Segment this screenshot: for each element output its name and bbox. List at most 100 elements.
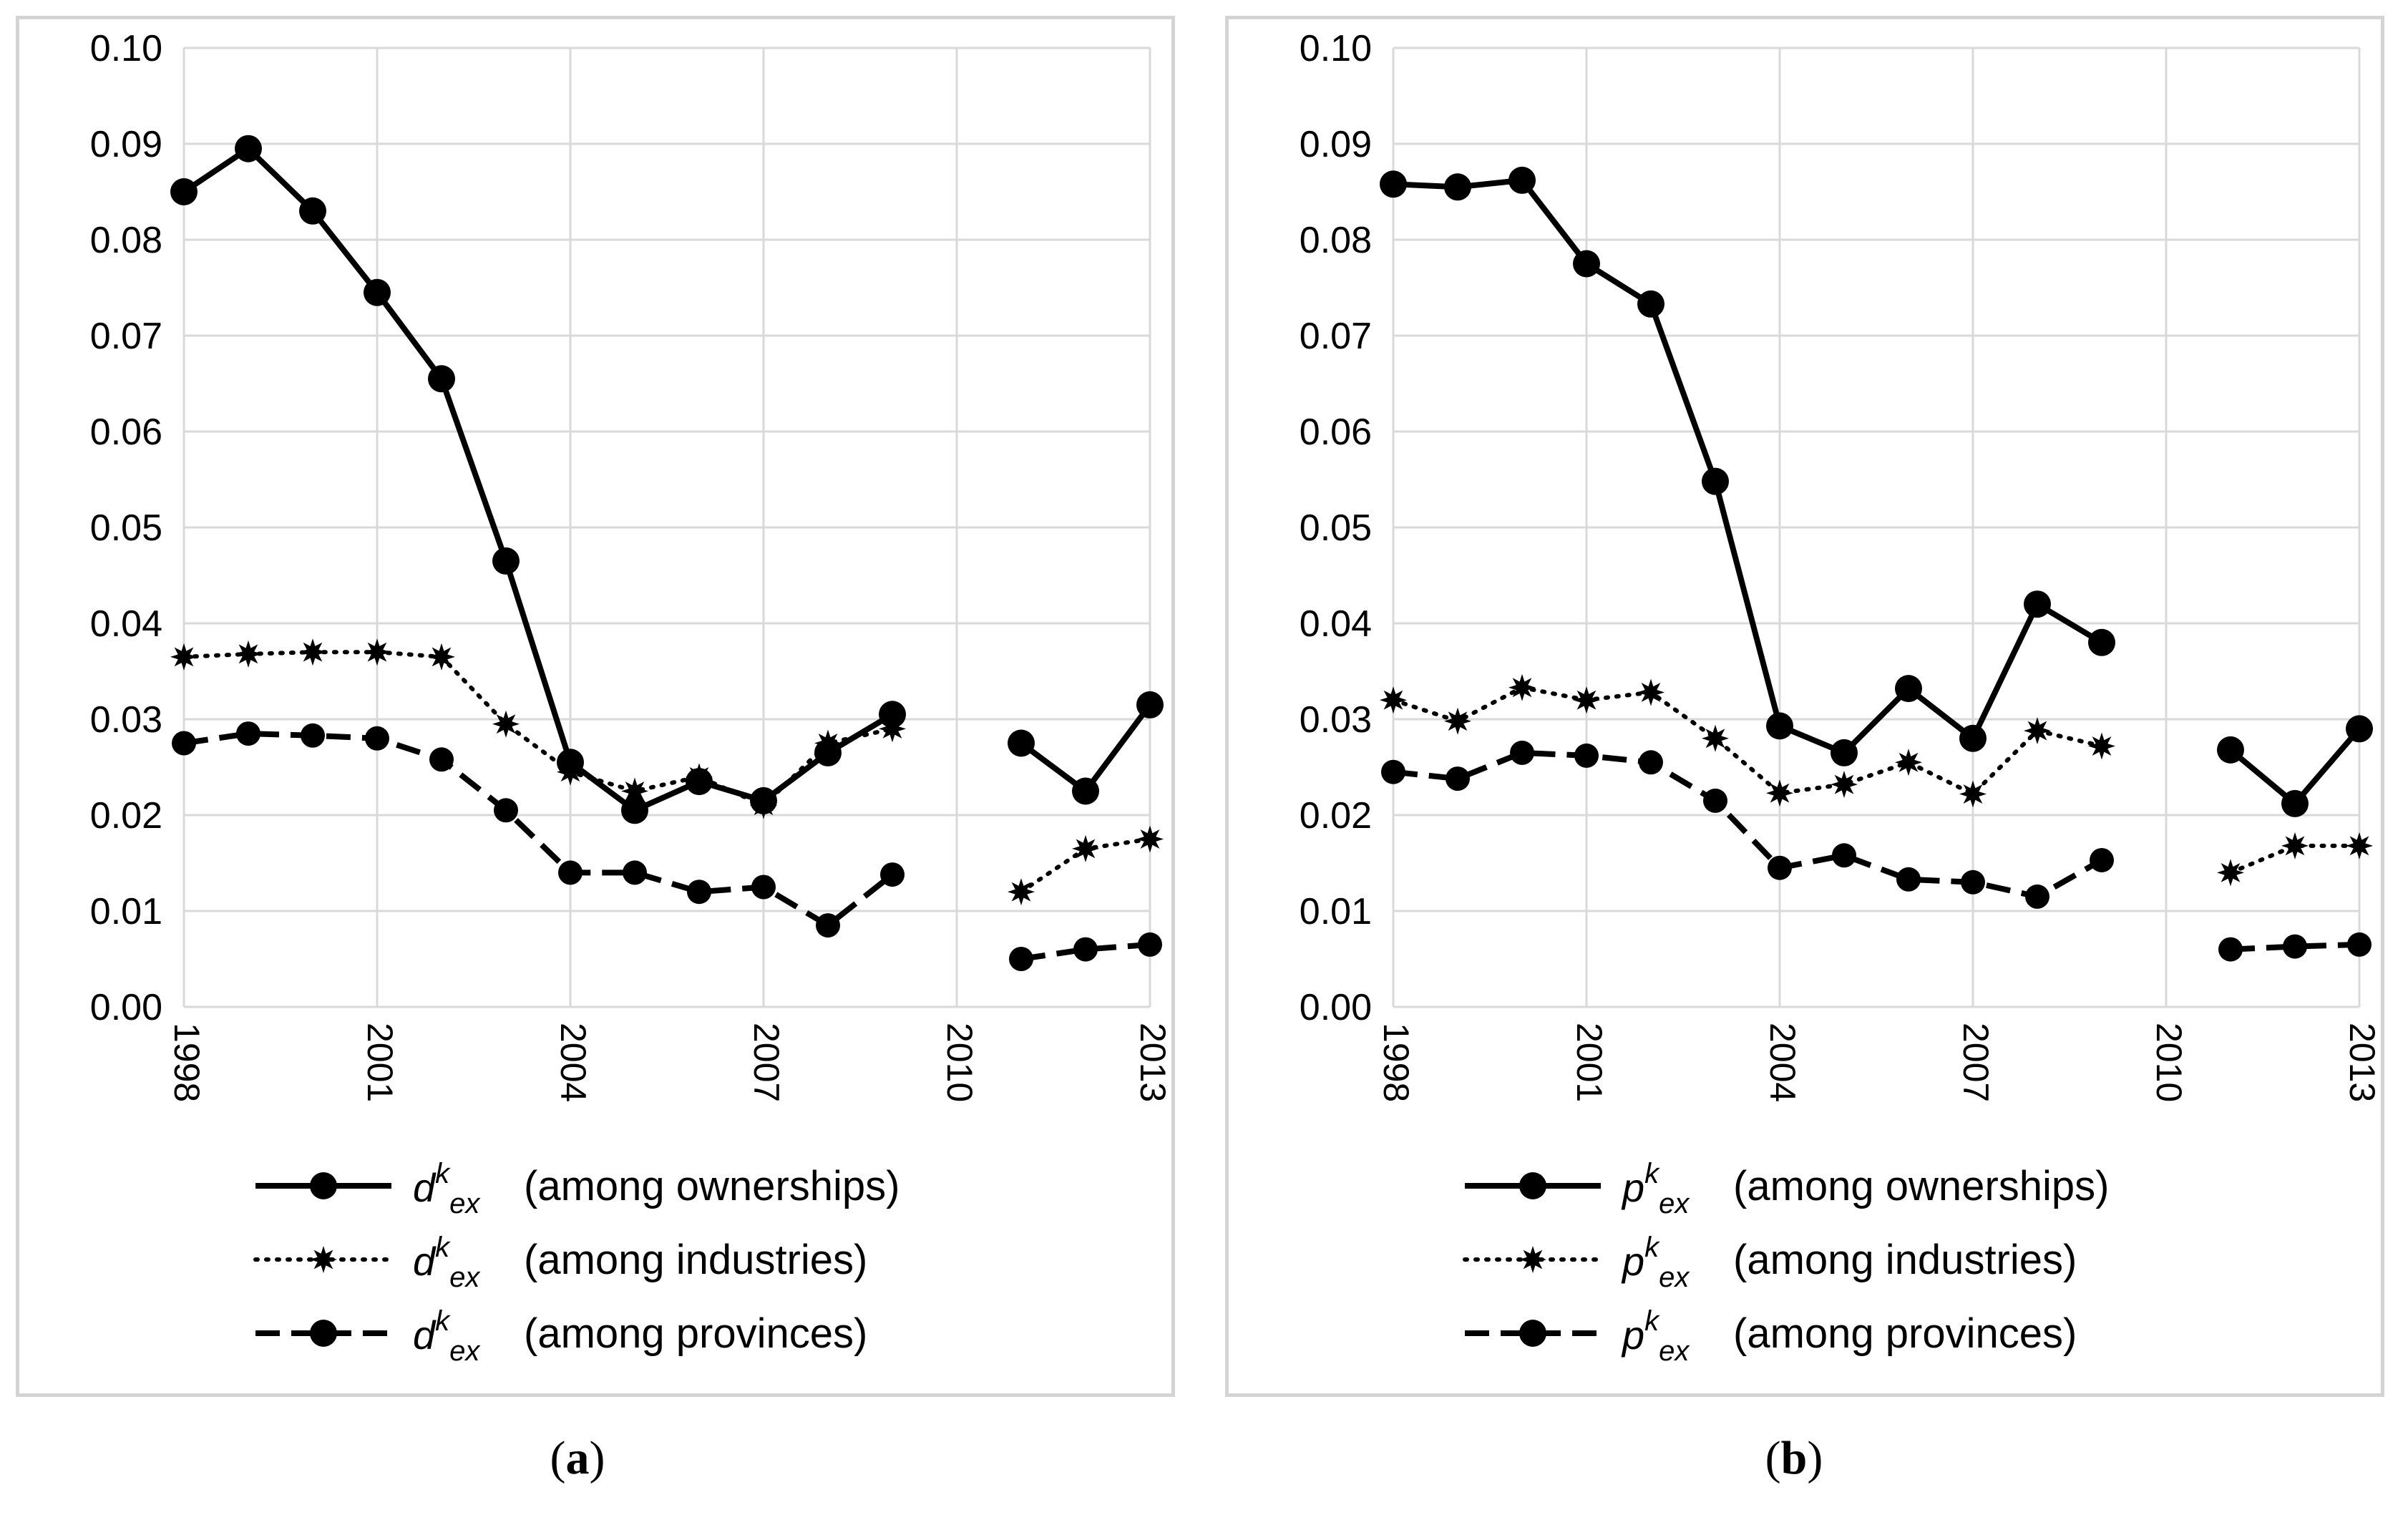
data-point (1573, 686, 1600, 714)
legend-symbol-sub: ex (449, 1262, 481, 1293)
y-tick-label: 0.08 (90, 220, 162, 261)
chart-panel-a: 0.00 0.01 0.02 0.03 0.04 0.05 0.06 0.07 0.08 0.09… (16, 16, 1175, 1397)
legend-symbol-sup: k (1644, 1158, 1660, 1189)
legend-marker (310, 1320, 337, 1347)
data-point (1702, 724, 1729, 752)
x-tick-label: 2010 (940, 1023, 980, 1102)
y-tick-label: 0.02 (1300, 795, 1372, 837)
legend-symbol-sub: ex (1659, 1335, 1690, 1367)
x-tick-label: 2007 (1956, 1023, 1996, 1102)
series-line (1393, 749, 2103, 900)
data-point (492, 710, 520, 738)
data-point (1637, 678, 1664, 706)
y-tick-label: 0.09 (1300, 124, 1372, 165)
x-tick-label: 2007 (746, 1023, 786, 1102)
legend-label: (among provinces) (1733, 1310, 2077, 1357)
data-point (1766, 712, 1793, 740)
legend-close-paren: ) (2063, 1310, 2077, 1357)
y-tick-label: 0.07 (1300, 316, 1372, 357)
data-point (1573, 250, 1600, 278)
data-point (621, 797, 648, 824)
data-point (492, 547, 520, 575)
legend-symbol-sup: k (435, 1232, 451, 1263)
data-point (1703, 788, 1727, 813)
data-point (1574, 743, 1599, 768)
legend-symbol-sub: ex (1659, 1262, 1690, 1293)
y-tick-label: 0.10 (90, 28, 162, 69)
legend-symbol: dkex (413, 1305, 481, 1367)
data-point (1637, 290, 1664, 318)
legend-symbol-sup: k (1644, 1232, 1660, 1263)
legend-symbol-base: p (1621, 1312, 1644, 1358)
series-line (2228, 843, 2361, 875)
data-point (557, 758, 584, 786)
legend-symbol-sup: k (435, 1305, 451, 1337)
legend-label: (among ownerships) (524, 1163, 900, 1209)
data-point (1831, 771, 1858, 799)
y-tick-label: 0.02 (90, 795, 162, 837)
data-point (1639, 750, 1663, 775)
series-line (183, 731, 895, 929)
legend-close-paren: ) (2095, 1163, 2109, 1209)
data-point (365, 726, 389, 751)
legend-marker (1519, 1172, 1546, 1199)
y-tick-label: 0.00 (1300, 987, 1372, 1028)
y-tick-label: 0.03 (90, 699, 162, 741)
series-line (1020, 941, 1151, 962)
data-point (494, 798, 518, 823)
legend-symbol-base: d (413, 1165, 437, 1210)
data-point (1961, 869, 1985, 895)
data-point (1380, 170, 1407, 198)
legend-close-paren: ) (886, 1163, 900, 1209)
data-point (1380, 686, 1407, 714)
data-point (299, 638, 326, 666)
chart-a: 0.00 0.01 0.02 0.03 0.04 0.05 0.06 0.07 0.08 0.09… (90, 28, 1171, 1367)
legend-symbol-sub: ex (449, 1188, 481, 1219)
legend-marker (1519, 1320, 1546, 1347)
legend-marker (310, 1246, 337, 1273)
data-point (1136, 825, 1164, 853)
series-line (182, 145, 895, 814)
legend-symbol: pkex (1621, 1305, 1690, 1367)
data-point (621, 777, 648, 805)
legend-symbol-sup: k (435, 1158, 451, 1189)
data-point (1444, 173, 1471, 201)
data-point (301, 723, 325, 748)
data-point (2217, 859, 2244, 887)
x-tick-label: 2013 (1133, 1023, 1171, 1102)
data-point (687, 880, 711, 905)
y-tick-label: 0.04 (1300, 603, 1372, 645)
data-point (1895, 749, 1922, 776)
data-point (2024, 590, 2051, 618)
data-point (364, 638, 391, 666)
data-point (236, 721, 260, 746)
data-point (2281, 789, 2309, 817)
data-point (1073, 937, 1098, 962)
chart-panel-b: 0.00 0.01 0.02 0.03 0.04 0.05 0.06 0.07 0.08 0.09… (1225, 16, 2384, 1397)
data-point (686, 763, 713, 791)
data-point (1832, 843, 1856, 868)
legend-symbol: pkex (1621, 1158, 1690, 1219)
data-point (1381, 759, 1405, 784)
chart-b: 0.00 0.01 0.02 0.03 0.04 0.05 0.06 0.07 0.08 0.09… (1300, 28, 2381, 1367)
data-point (235, 640, 262, 668)
data-point (879, 715, 906, 743)
legend-open-paren: ( (1733, 1163, 1747, 1209)
series-line (2230, 941, 2360, 953)
x-tick-label: 1998 (1376, 1023, 1416, 1102)
data-point (623, 860, 647, 885)
legend-symbol-base: p (1621, 1165, 1644, 1210)
data-point (814, 729, 842, 757)
data-point (2088, 628, 2115, 656)
data-point (1446, 766, 1470, 791)
x-tick-label: 2001 (1569, 1023, 1609, 1102)
legend-name: among ownerships (537, 1163, 886, 1209)
legend-name: among ownerships (1747, 1163, 2095, 1209)
data-point (429, 747, 454, 772)
data-point (816, 913, 840, 938)
data-point (1008, 729, 1035, 757)
caption-a: (a) (550, 1432, 605, 1484)
legend-label: (among industries) (524, 1237, 867, 1283)
x-tick-label: 1998 (167, 1023, 207, 1102)
legend-open-paren: ( (524, 1163, 537, 1209)
